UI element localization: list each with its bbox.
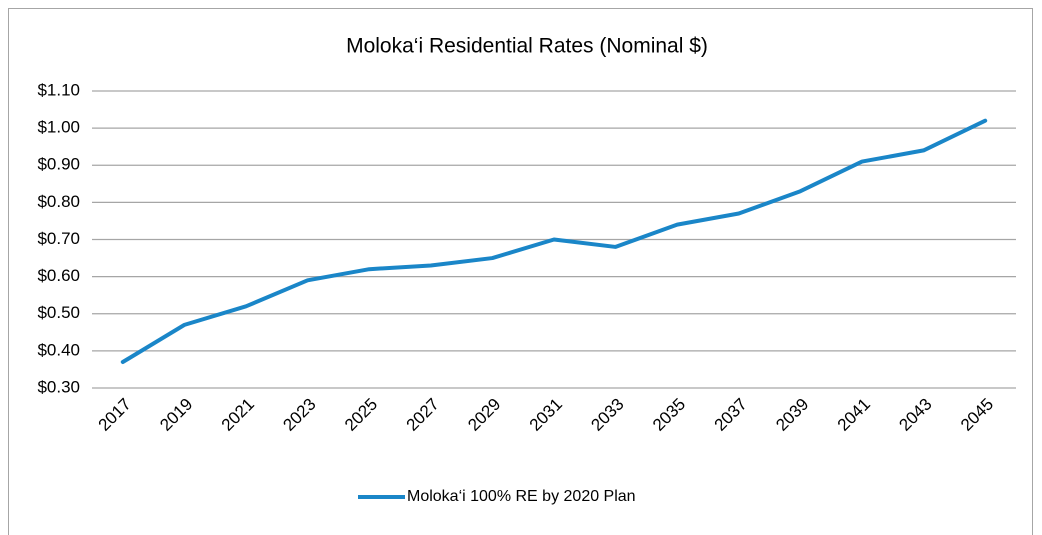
y-tick-label: $0.90 [37,155,80,174]
chart-title: Moloka‘i Residential Rates (Nominal $) [346,35,708,58]
y-tick-label: $1.00 [37,118,80,137]
y-tick-label: $0.50 [37,303,80,322]
y-tick-label: $0.80 [37,192,80,211]
y-tick-label: $0.40 [37,340,80,359]
y-tick-label: $1.10 [37,80,80,99]
legend-label: Moloka‘i 100% RE by 2020 Plan [407,488,636,505]
chart-border [8,8,1033,535]
y-tick-label: $0.60 [37,266,80,285]
y-tick-label: $0.70 [37,229,80,248]
y-tick-label: $0.30 [37,377,80,396]
series-line [120,118,988,365]
